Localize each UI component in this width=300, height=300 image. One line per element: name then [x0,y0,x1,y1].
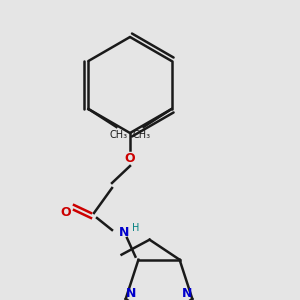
Text: N: N [125,287,136,300]
Text: CH₃: CH₃ [133,130,151,140]
Text: O: O [125,152,135,164]
Text: N: N [182,287,193,300]
Text: CH₃: CH₃ [110,130,128,140]
Text: H: H [132,223,140,233]
Text: O: O [61,206,71,220]
Text: N: N [119,226,129,239]
